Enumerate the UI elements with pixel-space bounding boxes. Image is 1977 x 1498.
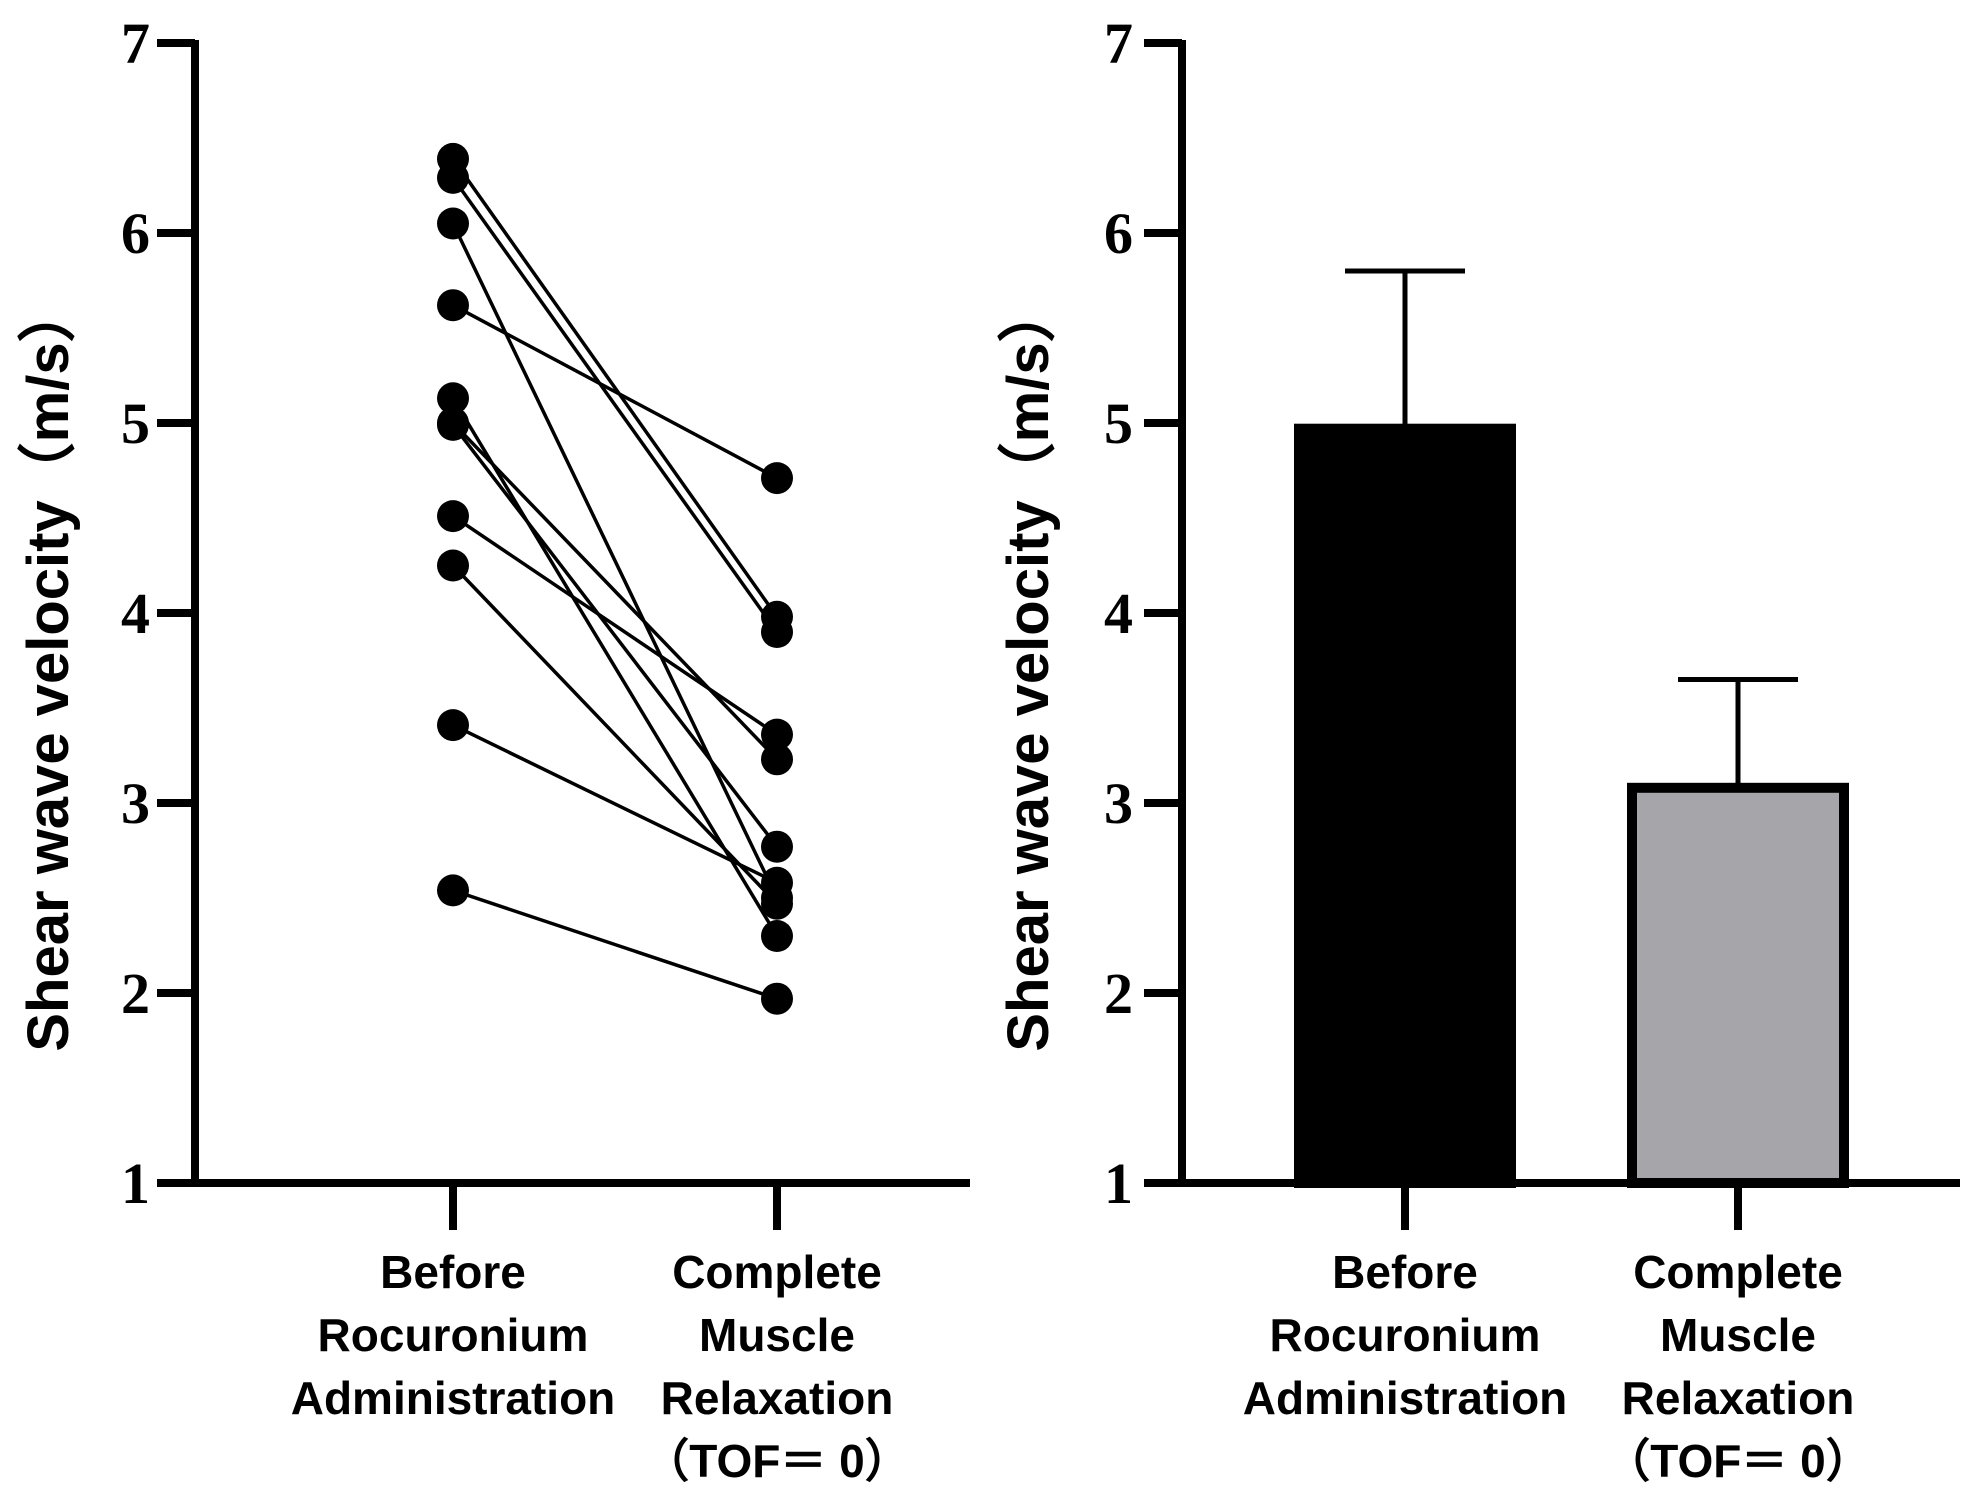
pair-line bbox=[452, 303, 778, 480]
before-point bbox=[437, 549, 469, 582]
before-point bbox=[437, 207, 469, 240]
y-tick-label: 3 bbox=[121, 771, 150, 836]
y-tick-label: 3 bbox=[1104, 771, 1133, 836]
before-point bbox=[437, 289, 469, 322]
pair-line bbox=[451, 421, 779, 761]
category-label: Administration bbox=[291, 1372, 616, 1424]
after-point bbox=[761, 718, 793, 751]
y-tick-label: 7 bbox=[1104, 11, 1133, 76]
after-point bbox=[761, 616, 793, 648]
category-label: （TOF＝ 0） bbox=[1604, 1435, 1872, 1487]
after-point bbox=[761, 920, 793, 952]
pair-line bbox=[451, 564, 779, 905]
category-label: Complete bbox=[1633, 1246, 1843, 1298]
y-tick-label: 2 bbox=[1104, 961, 1133, 1026]
y-axis-title: Shear wave velocity（m/s） bbox=[996, 284, 1061, 1051]
pair-line bbox=[451, 176, 779, 634]
bar-complete bbox=[1627, 782, 1849, 1188]
bar-chart-panel: 1 2 3 4 5 6 7 Before Rocuronium Administration Com… bbox=[996, 11, 1960, 1487]
before-point bbox=[437, 709, 469, 742]
y-tick-label: 5 bbox=[121, 391, 150, 456]
category-label: Rocuronium bbox=[318, 1309, 589, 1361]
y-tick-label: 7 bbox=[121, 11, 150, 76]
category-label: Complete bbox=[672, 1246, 882, 1298]
category-label: Before bbox=[380, 1246, 526, 1298]
y-tick-label: 5 bbox=[1104, 391, 1133, 456]
before-point bbox=[437, 500, 469, 533]
y-tick-label: 6 bbox=[1104, 201, 1133, 266]
category-label: （TOF＝ 0） bbox=[643, 1435, 911, 1487]
category-label: Before bbox=[1332, 1246, 1478, 1298]
after-point bbox=[761, 743, 793, 776]
y-tick-label: 4 bbox=[121, 581, 150, 646]
y-tick-label: 1 bbox=[121, 1151, 150, 1216]
category-label: Muscle bbox=[699, 1309, 855, 1361]
y-tick-label: 2 bbox=[121, 961, 150, 1026]
after-point bbox=[761, 982, 793, 1015]
bar-before bbox=[1294, 423, 1516, 1188]
pair-line bbox=[452, 723, 778, 885]
before-point bbox=[437, 407, 469, 439]
category-label: Relaxation bbox=[661, 1372, 894, 1424]
pair-line bbox=[452, 514, 778, 737]
category-label: Rocuronium bbox=[1270, 1309, 1541, 1361]
before-point bbox=[437, 161, 469, 194]
after-point bbox=[761, 462, 793, 495]
after-point bbox=[761, 866, 793, 899]
pair-line bbox=[451, 423, 779, 848]
before-point bbox=[437, 874, 469, 907]
after-point bbox=[761, 830, 793, 863]
category-label: Relaxation bbox=[1622, 1372, 1855, 1424]
pair-line bbox=[451, 222, 779, 899]
before-point bbox=[437, 382, 469, 415]
paired-dot-panel: 1 2 3 4 5 6 7 Before Rocuronium Administration Com… bbox=[16, 11, 970, 1487]
y-tick-label: 1 bbox=[1104, 1151, 1133, 1216]
pair-line bbox=[451, 157, 779, 618]
category-label: Muscle bbox=[1660, 1309, 1816, 1361]
y-tick-label: 6 bbox=[121, 201, 150, 266]
y-tick-label: 4 bbox=[1104, 581, 1133, 646]
y-axis-title: Shear wave velocity（m/s） bbox=[16, 284, 81, 1051]
pair-line bbox=[452, 888, 778, 1001]
category-label: Administration bbox=[1243, 1372, 1568, 1424]
